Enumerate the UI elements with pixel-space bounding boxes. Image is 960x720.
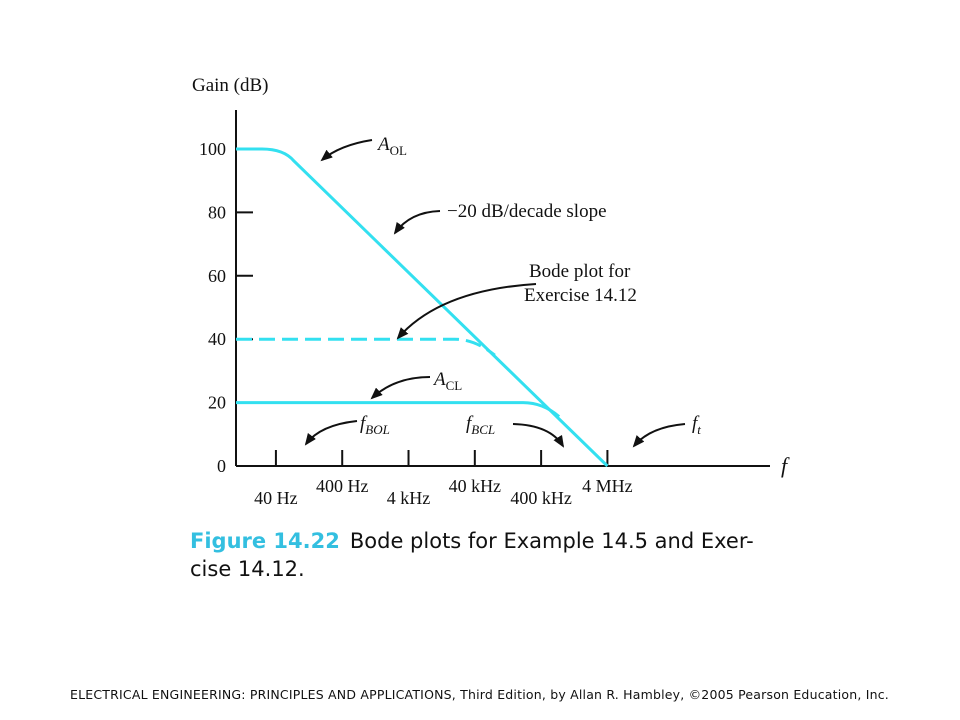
series-line-acl bbox=[236, 401, 561, 418]
series-group bbox=[236, 147, 609, 468]
label-slope: −20 dB/decade slope bbox=[447, 201, 607, 222]
x-tick-label: 4 kHz bbox=[387, 488, 431, 508]
figure-label: Figure 14.22 bbox=[190, 529, 340, 553]
y-tick-label: 100 bbox=[199, 139, 226, 159]
x-axis-label: f bbox=[781, 453, 790, 478]
x-tick-label: 40 kHz bbox=[449, 476, 502, 496]
arrow-acl bbox=[370, 376, 431, 400]
arrow-fbol bbox=[304, 420, 358, 446]
figure-caption: Figure 14.22 Bode plots for Example 14.5 … bbox=[190, 527, 790, 583]
arrow-slope bbox=[393, 210, 441, 235]
arrow-ft bbox=[632, 423, 686, 448]
series-line-aol bbox=[236, 147, 609, 468]
arrow-fbcl bbox=[512, 423, 565, 448]
caption-text: Bode plots for Example 14.5 and Exer-cis… bbox=[190, 529, 754, 581]
x-ticks: 40 Hz 400 Hz 4 kHz 40 kHz 400 kHz 4 MHz bbox=[254, 450, 633, 508]
arrow-aol bbox=[320, 139, 373, 162]
y-tick-label: 20 bbox=[208, 393, 226, 413]
y-ticks: 0 20 40 60 80 100 bbox=[199, 139, 253, 476]
x-tick-label: 400 Hz bbox=[316, 476, 369, 496]
label-fbcl: fBCL bbox=[466, 413, 495, 437]
y-tick-label: 40 bbox=[208, 329, 226, 349]
y-tick-label: 80 bbox=[208, 202, 226, 222]
label-aol: AOL bbox=[376, 134, 407, 158]
label-bode-line1: Bode plot for bbox=[529, 261, 631, 282]
label-fbol: fBOL bbox=[360, 413, 390, 437]
y-tick-label: 60 bbox=[208, 266, 226, 286]
label-acl: ACL bbox=[432, 369, 462, 393]
y-tick-label: 0 bbox=[217, 456, 226, 476]
series-line-exercise bbox=[236, 337, 496, 357]
x-tick-label: 400 kHz bbox=[510, 488, 572, 508]
y-axis-label: Gain (dB) bbox=[192, 75, 269, 96]
x-tick-label: 4 MHz bbox=[582, 476, 633, 496]
arrow-bode bbox=[396, 283, 537, 340]
bode-plot: Gain (dB) f 0 20 40 60 80 100 40 Hz 400 Hz 4 kH… bbox=[192, 75, 790, 508]
label-bode-line2: Exercise 14.12 bbox=[524, 285, 637, 306]
x-tick-label: 40 Hz bbox=[254, 488, 298, 508]
label-ft: ft bbox=[692, 413, 701, 437]
footer-credit: ELECTRICAL ENGINEERING: PRINCIPLES AND A… bbox=[70, 687, 889, 702]
